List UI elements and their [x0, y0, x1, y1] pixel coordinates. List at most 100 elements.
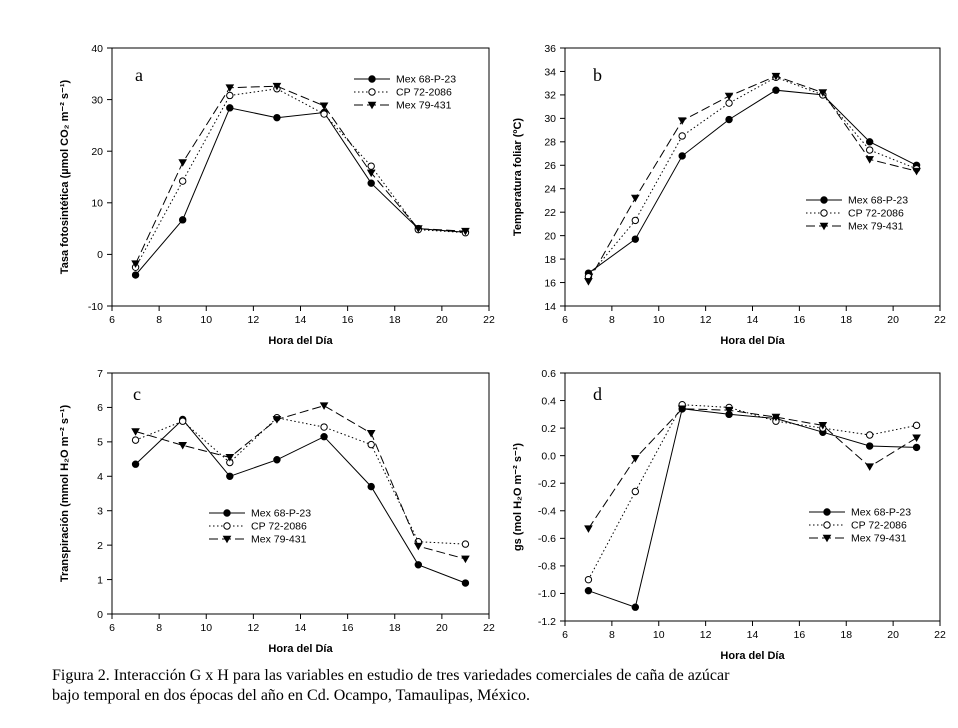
- data-point: [912, 434, 921, 442]
- x-tick-label: 18: [840, 629, 852, 641]
- data-point: [865, 138, 874, 146]
- y-tick-label: 32: [544, 90, 556, 102]
- x-tick-label: 22: [483, 314, 495, 326]
- series-line: [135, 418, 466, 584]
- x-axis-label: Hora del Día: [720, 650, 785, 660]
- data-point: [678, 132, 686, 140]
- data-point: [178, 159, 188, 167]
- x-tick-label: 6: [109, 314, 115, 326]
- data-point: [584, 278, 593, 286]
- x-tick-label: 20: [436, 314, 448, 326]
- data-point: [630, 194, 640, 203]
- y-tick-label: -0.8: [538, 561, 556, 573]
- series-1: [131, 85, 470, 271]
- x-tick-label: 10: [653, 314, 665, 326]
- y-tick-label: 36: [544, 43, 556, 55]
- series-0: [584, 86, 921, 277]
- data-point: [413, 542, 423, 551]
- y-axis-label: Temperatura foliar (ºC): [512, 118, 524, 236]
- data-point: [366, 429, 376, 438]
- plot-frame: [564, 47, 941, 307]
- x-tick-label: 18: [389, 314, 401, 326]
- y-tick-label: 14: [544, 301, 556, 313]
- caption-line-2: bajo temporal en dos épocas del año en C…: [52, 687, 531, 704]
- panel-letter: d: [593, 384, 602, 404]
- y-tick-label: 24: [544, 184, 556, 196]
- data-point: [677, 405, 687, 414]
- y-tick-label: 0: [97, 609, 103, 621]
- y-tick-label: 18: [544, 254, 556, 266]
- data-point: [320, 423, 328, 431]
- y-tick-label: 28: [544, 137, 556, 149]
- y-tick-label: 2: [97, 540, 103, 552]
- x-tick-label: 14: [747, 314, 759, 326]
- data-point: [131, 428, 140, 436]
- data-point: [367, 482, 375, 491]
- data-point: [461, 555, 470, 564]
- y-tick-label: 0: [97, 249, 103, 261]
- series-0: [131, 104, 470, 279]
- data-point: [178, 216, 187, 224]
- legend-entry: CP 72-2086: [396, 87, 452, 99]
- y-tick-label: 4: [97, 471, 103, 483]
- data-point: [131, 460, 140, 468]
- y-axis-label: gs (mol H₂O m⁻² s⁻¹): [512, 443, 524, 552]
- legend-marker: [367, 101, 377, 110]
- x-tick-label: 20: [887, 629, 899, 641]
- x-tick-label: 12: [248, 314, 260, 326]
- data-point: [584, 575, 593, 584]
- x-tick-label: 10: [200, 622, 212, 634]
- data-point: [584, 525, 593, 533]
- data-point: [865, 463, 875, 471]
- data-point: [631, 487, 640, 496]
- series-2: [584, 405, 921, 533]
- series-2: [131, 82, 470, 268]
- y-tick-label: 5: [97, 437, 103, 449]
- data-point: [226, 472, 234, 480]
- y-tick-label: 16: [544, 277, 556, 289]
- x-tick-label: 14: [295, 314, 307, 326]
- x-axis-label: Hora del Día: [268, 643, 333, 655]
- data-point: [131, 436, 140, 444]
- y-tick-label: -1.0: [538, 588, 556, 600]
- data-point: [461, 540, 470, 548]
- panel-d: 6 8 10 12 14 16 18 20 22 -1.2 -1.0 -0.8 -0.6 -0.4 -0.2…: [512, 368, 946, 660]
- y-tick-label: 0.6: [541, 368, 556, 380]
- x-tick-label: 6: [562, 629, 568, 641]
- x-tick-label: 20: [436, 622, 448, 634]
- y-tick-label: 26: [544, 160, 556, 172]
- y-tick-label: 20: [91, 146, 103, 158]
- x-tick-label: 12: [700, 314, 712, 326]
- series-line: [135, 107, 466, 276]
- series-line: [135, 417, 466, 545]
- data-point: [771, 413, 781, 422]
- series-0: [131, 415, 470, 587]
- data-point: [226, 104, 234, 112]
- data-point: [366, 169, 376, 178]
- legend-marker: [368, 88, 376, 96]
- data-point: [414, 561, 423, 569]
- legend-marker: [820, 209, 828, 217]
- data-point: [631, 216, 640, 225]
- legend-marker: [223, 522, 231, 530]
- panel-letter: c: [133, 384, 141, 404]
- data-point: [461, 579, 470, 587]
- y-tick-label: -0.6: [538, 533, 556, 545]
- legend-entry: Mex 68-P-23: [396, 74, 456, 86]
- data-point: [272, 82, 282, 91]
- data-point: [273, 456, 281, 464]
- data-point: [225, 84, 235, 92]
- data-point: [461, 227, 470, 236]
- y-tick-label: 7: [97, 368, 103, 380]
- x-tick-label: 6: [109, 622, 115, 634]
- x-tick-label: 16: [342, 314, 354, 326]
- series-line: [135, 88, 466, 268]
- y-tick-label: 0.2: [541, 423, 556, 435]
- x-tick-label: 10: [200, 314, 212, 326]
- data-point: [771, 72, 781, 81]
- y-tick-label: 22: [544, 207, 556, 219]
- y-tick-label: 40: [91, 43, 103, 55]
